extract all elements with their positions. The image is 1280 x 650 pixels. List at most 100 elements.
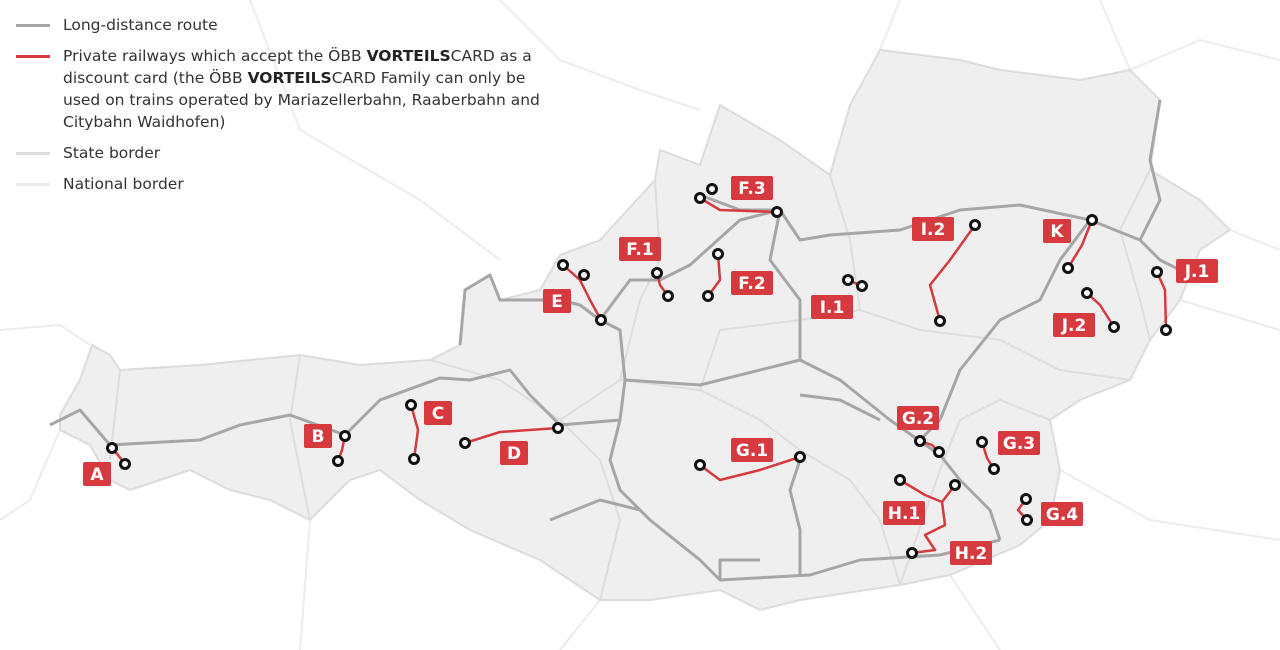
label-text: D bbox=[507, 444, 521, 464]
private-railway-F-1[interactable] bbox=[651, 267, 674, 302]
private-railway-B[interactable] bbox=[332, 430, 351, 467]
legend-label: National border bbox=[63, 175, 184, 193]
long-distance-route bbox=[598, 203, 1201, 321]
railway-label[interactable]: J.2 bbox=[1053, 313, 1095, 337]
railway-label[interactable]: A bbox=[83, 462, 111, 486]
long-distance-route bbox=[918, 219, 1092, 442]
station-marker bbox=[842, 274, 854, 286]
station-marker bbox=[332, 455, 344, 467]
label-text: I.2 bbox=[921, 220, 946, 240]
railway-line bbox=[928, 224, 977, 322]
label-text: G.2 bbox=[902, 409, 934, 429]
legend-label: State border bbox=[63, 144, 161, 162]
railway-label[interactable]: G.1 bbox=[731, 438, 773, 462]
private-railway-G-2[interactable] bbox=[914, 435, 945, 458]
national-border-line bbox=[1179, 299, 1280, 331]
station-marker bbox=[706, 183, 718, 195]
private-railway-I-1[interactable] bbox=[842, 274, 868, 292]
private-railway-D[interactable] bbox=[459, 422, 564, 449]
station-marker bbox=[405, 399, 417, 411]
railway-line bbox=[899, 478, 956, 504]
railway-label[interactable]: H.2 bbox=[950, 541, 992, 565]
railway-label[interactable]: I.2 bbox=[912, 217, 954, 241]
legend: Long-distance route Private railways whi… bbox=[16, 14, 556, 204]
label-text: G.1 bbox=[736, 441, 768, 461]
railway-label[interactable]: F.1 bbox=[619, 237, 661, 261]
station-marker bbox=[578, 269, 590, 281]
railway-label[interactable]: H.1 bbox=[883, 501, 925, 525]
private-railway-J-2[interactable] bbox=[1081, 287, 1120, 333]
railway-label[interactable]: F.2 bbox=[731, 271, 773, 295]
label-text: J.2 bbox=[1061, 316, 1087, 336]
private-railway-G-3[interactable] bbox=[976, 436, 1000, 475]
railway-label[interactable]: G.4 bbox=[1041, 502, 1083, 526]
national-border-line bbox=[1099, 0, 1131, 71]
railway-label[interactable]: K bbox=[1043, 219, 1071, 243]
private-railway-H-2[interactable] bbox=[906, 501, 947, 559]
national-border-line bbox=[559, 599, 601, 650]
station-marker bbox=[1108, 321, 1120, 333]
station-marker bbox=[339, 430, 351, 442]
text: as a discount card (the ÖBB bbox=[63, 47, 532, 87]
railway-label[interactable]: D bbox=[500, 441, 528, 465]
private-railway-F-3[interactable] bbox=[694, 183, 783, 218]
label-box bbox=[731, 438, 773, 462]
railway-label[interactable]: G.2 bbox=[897, 406, 939, 430]
label-text: A bbox=[90, 465, 104, 485]
station-marker bbox=[1160, 324, 1172, 336]
label-box bbox=[912, 217, 954, 241]
label-box bbox=[731, 176, 773, 200]
railway-label[interactable]: C bbox=[424, 401, 452, 425]
long-distance-route bbox=[768, 209, 802, 360]
station-marker bbox=[934, 315, 946, 327]
national-border-line bbox=[249, 0, 501, 261]
private-railway-E[interactable] bbox=[557, 259, 607, 326]
brand-bold: VORTEILS bbox=[247, 69, 332, 87]
long-distance-route bbox=[799, 393, 881, 422]
national-border-line bbox=[1059, 469, 1280, 541]
legend-long-distance: Long-distance route bbox=[16, 14, 556, 36]
station-marker bbox=[106, 442, 118, 454]
station-marker bbox=[662, 290, 674, 302]
label-box bbox=[83, 462, 111, 486]
railway-label[interactable]: G.3 bbox=[998, 431, 1040, 455]
private-railway-G-4[interactable] bbox=[1016, 493, 1033, 526]
label-box bbox=[1041, 502, 1083, 526]
label-box bbox=[883, 501, 925, 525]
label-box bbox=[1176, 259, 1218, 283]
state-border-line bbox=[899, 398, 1051, 586]
label-text: F.1 bbox=[626, 240, 653, 260]
station-marker bbox=[1062, 262, 1074, 274]
private-railway-K[interactable] bbox=[1062, 214, 1098, 274]
national-border-line bbox=[0, 323, 91, 346]
label-text: I.1 bbox=[820, 298, 845, 318]
station-marker bbox=[976, 436, 988, 448]
railway-label[interactable]: I.1 bbox=[811, 295, 853, 319]
national-border-line bbox=[1129, 38, 1280, 71]
private-railway-A[interactable] bbox=[106, 442, 131, 470]
railway-label[interactable]: B bbox=[304, 424, 332, 448]
private-railway-G-1[interactable] bbox=[694, 451, 806, 482]
private-railway-J-1[interactable] bbox=[1151, 266, 1172, 336]
label-text: F.3 bbox=[738, 179, 765, 199]
station-marker bbox=[969, 219, 981, 231]
label-text: K bbox=[1050, 222, 1064, 242]
label-box bbox=[304, 424, 332, 448]
railway-label[interactable]: F.3 bbox=[731, 176, 773, 200]
station-marker bbox=[933, 446, 945, 458]
station-marker bbox=[1081, 287, 1093, 299]
station-marker bbox=[1151, 266, 1163, 278]
railway-label[interactable]: J.1 bbox=[1176, 259, 1218, 283]
private-railway-H-1[interactable] bbox=[894, 474, 961, 504]
station-marker bbox=[595, 314, 607, 326]
legend-private-railways: Private railways which accept the ÖBB VO… bbox=[16, 45, 556, 133]
national-border-line bbox=[499, 0, 701, 111]
private-railway-F-2[interactable] bbox=[702, 248, 724, 302]
brand-rest: CARD bbox=[450, 47, 495, 65]
railway-label[interactable]: E bbox=[543, 289, 571, 313]
station-marker bbox=[794, 451, 806, 463]
private-railway-I-2[interactable] bbox=[928, 219, 981, 327]
legend-label: Long-distance route bbox=[63, 16, 218, 34]
private-railway-C[interactable] bbox=[405, 399, 420, 465]
station-marker bbox=[914, 435, 926, 447]
